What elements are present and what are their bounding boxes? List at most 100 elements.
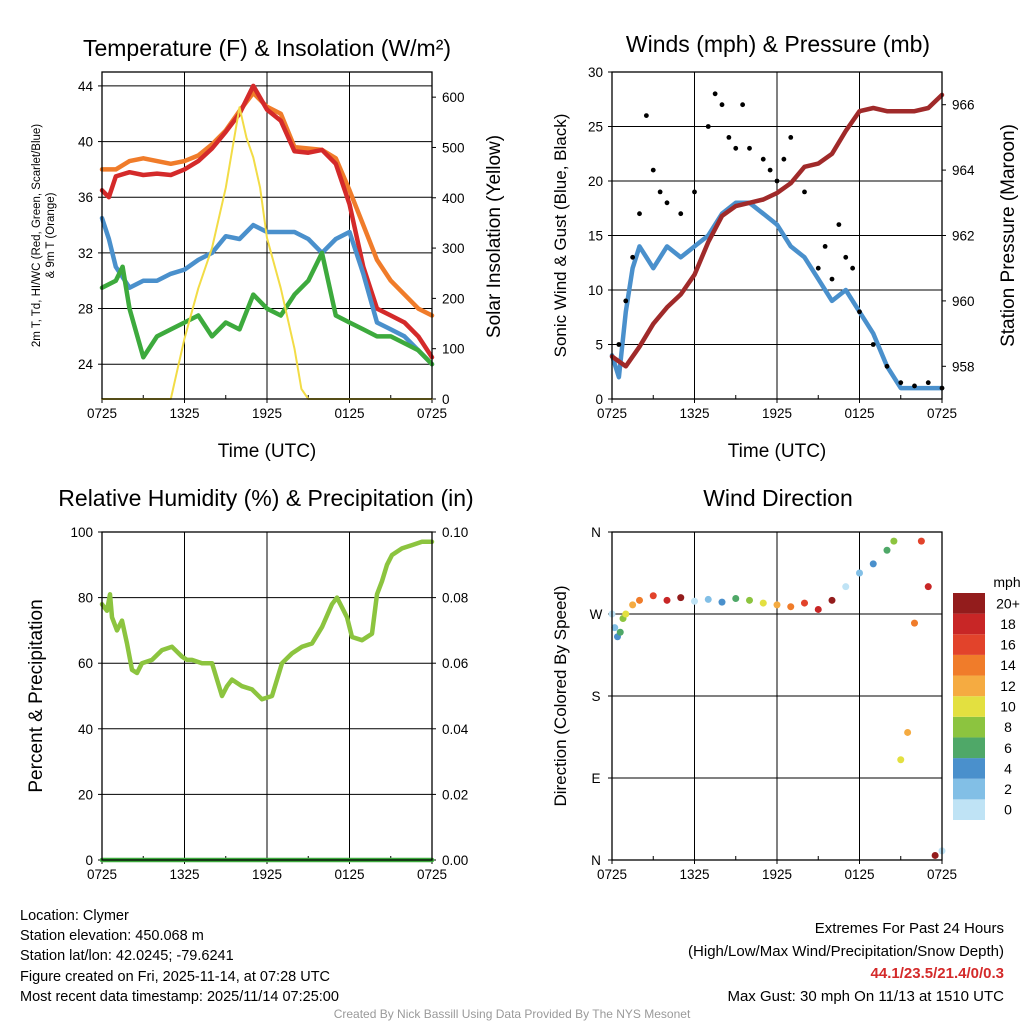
y-tick-label: 20 [78,787,93,802]
gust-point [884,363,890,369]
direction-point [911,619,918,627]
y2-tick-label: 100 [442,342,465,357]
x-tick-label: 1925 [252,406,282,421]
x-tick-label: 0725 [87,406,117,421]
gust-point [733,145,739,151]
gust-point [925,380,931,386]
gust-point [822,244,828,249]
y2-tick-label: 0.04 [442,722,469,737]
direction-point [856,569,863,577]
direction-point [649,592,657,600]
extremes-values: 44.1/23.5/21.4/0/0.3 [870,965,1004,982]
y-tick-label: 36 [78,190,93,205]
y2-tick-label: 0.06 [442,656,468,671]
gust-point [870,342,876,347]
created-text: Figure created on Fri, 2025-11-14, at 07… [20,968,331,985]
gust-point [664,200,670,206]
direction-point [663,596,671,604]
plot-frame [101,531,433,861]
colorbar-swatch [953,613,985,635]
colorbar-label: 6 [1004,740,1012,756]
direction-point [759,599,767,607]
gust-point [836,222,842,228]
y-tick-label: 10 [588,283,603,298]
y2-tick-label: 400 [442,191,465,206]
direction-point [704,595,712,603]
y-axis-label: Percent & Precipitation [26,599,47,792]
direction-point [746,596,753,604]
gust-point [643,113,649,118]
series-line-2m-t [99,83,435,360]
y-axis-label: Direction (Colored By Speed) [551,585,570,806]
colorbar-swatch [953,737,985,759]
y2-tick-label: 964 [952,163,975,178]
colorbar-label: 20+ [996,595,1020,611]
plot-frame [611,71,943,400]
direction-point [611,624,619,632]
y-axis-label: & 9m T (Orange) [45,192,57,278]
gust-point [788,135,794,140]
direction-point [616,628,624,636]
colorbar-label: 18 [1000,616,1016,632]
x-tick-label: 0725 [597,406,627,421]
y2-tick-label: 0.00 [442,853,468,868]
extremes-info: Extremes For Past 24 Hours (High/Low/Max… [688,918,1004,1008]
humidity-chart: 0725 1325 1925 0125 0725 Relative Humidity (%… [26,485,474,882]
x-tick-label: 0125 [844,406,874,421]
colorbar-swatch [953,799,985,820]
direction-point [718,598,726,606]
x-tick-label: 0125 [334,406,364,421]
y-tick-label: 80 [78,591,93,606]
y-axis-label: 2m T, Td, HI/WC (Red, Green, Scarlet/Blu… [31,124,43,347]
y-tick-label: 32 [78,246,93,261]
series-line-hi-wc [99,215,435,367]
y-tick-label: 40 [78,135,93,150]
x-tick-label: 1925 [762,406,792,421]
credit-text: Created By Nick Bassill Using Data Provi… [333,1007,691,1021]
direction-point [883,546,891,554]
gust-point [767,167,773,173]
x-tick-label: 1925 [252,867,282,882]
colorbar-swatch [953,716,985,738]
y-tick-label: 24 [78,357,94,372]
y-axis-label: Sonic Wind & Gust (Blue, Black) [551,114,570,358]
chart-title: Relative Humidity (%) & Precipitation (i… [58,485,473,511]
gust-point [857,309,862,315]
series-line-sonic-wind [609,200,945,391]
gust-point [747,145,752,151]
y2-tick-label: 958 [952,359,975,374]
colorbar-swatch [953,654,985,676]
colorbar-label: 12 [1000,678,1016,694]
x-tick-label: 1325 [679,867,709,882]
y-tick-label: 60 [78,656,93,671]
y-tick-label: W [590,607,603,622]
gust-point [898,380,904,386]
latlon-text: Station lat/lon: 42.0245; -79.6241 [20,948,234,965]
x-axis-label: Time (UTC) [218,441,317,462]
extremes-legend: (High/Low/Max Wind/Precipitation/Snow De… [688,942,1004,960]
direction-point [931,851,939,859]
x-tick-label: 0725 [927,867,957,882]
chart-title: Temperature (F) & Insolation (W/m²) [83,35,451,61]
x-tick-label: 1325 [169,406,199,421]
gust-point [843,254,849,260]
y-tick-label: 5 [595,338,603,353]
location-text: Location: Clymer [20,908,129,924]
gust-point [815,265,821,271]
colorbar-swatch [953,634,985,655]
gust-point [705,124,711,129]
gust-point [650,167,656,173]
x-tick-label: 0725 [87,867,117,882]
direction-point [787,603,795,611]
y-tick-label: S [591,689,600,704]
gust-point [774,178,780,184]
y2-tick-label: 0.08 [442,591,468,606]
station-info: Location: Clymer Station elevation: 450.… [20,906,339,1007]
direction-point [814,605,822,613]
colorbar-label: 0 [1004,802,1012,818]
gust-point [760,156,766,162]
y2-axis-label: Station Pressure (Maroon) [998,124,1019,347]
y2-tick-label: 966 [952,98,975,113]
colorbar-title: mph [993,574,1020,590]
